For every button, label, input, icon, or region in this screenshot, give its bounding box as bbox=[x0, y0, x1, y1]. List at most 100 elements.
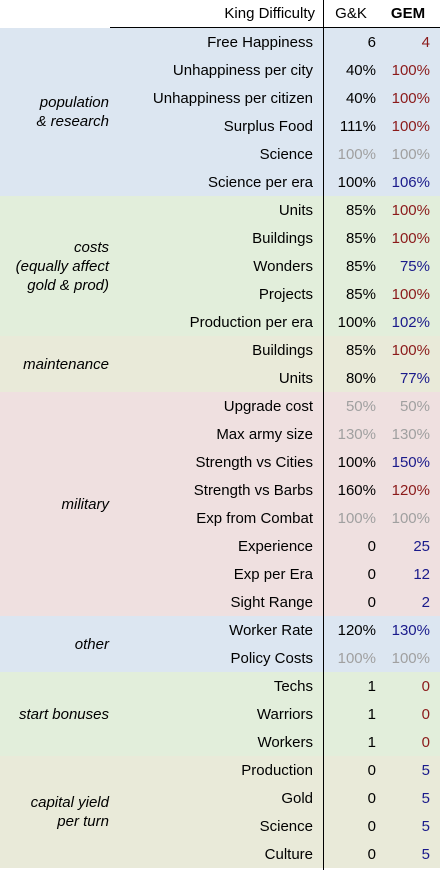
gem-value: 2 bbox=[421, 594, 430, 611]
gem-value: 0 bbox=[421, 678, 430, 695]
gk-value: 111% bbox=[339, 118, 376, 135]
gk-value: 85% bbox=[345, 230, 376, 247]
table-row: Strength vs Cities 100% 150% bbox=[0, 448, 440, 476]
gk-value: 160% bbox=[337, 482, 376, 499]
table-row: Techs 1 0 bbox=[0, 672, 440, 700]
table-row: Units 85% 100% bbox=[0, 196, 440, 224]
table-row: Culture 0 5 bbox=[0, 840, 440, 868]
gk-value: 50% bbox=[345, 398, 376, 415]
gk-value: 80% bbox=[345, 370, 376, 387]
table-group: military Upgrade cost 50% 50% Max army size 1… bbox=[0, 392, 440, 616]
gk-value: 85% bbox=[345, 258, 376, 275]
table-row: Exp per Era 0 12 bbox=[0, 560, 440, 588]
gk-value: 0 bbox=[367, 818, 376, 835]
header-divider bbox=[110, 27, 440, 28]
setting-name: Units bbox=[278, 202, 313, 219]
gem-value: 150% bbox=[391, 454, 430, 471]
table-row: Production per era 100% 102% bbox=[0, 308, 440, 336]
setting-name: Culture bbox=[264, 846, 313, 863]
group-label: population & research bbox=[36, 94, 109, 130]
gem-value: 100% bbox=[391, 510, 430, 527]
difficulty-title: King Difficulty bbox=[224, 5, 315, 22]
setting-name: Exp from Combat bbox=[196, 510, 313, 527]
gem-value: 100% bbox=[391, 286, 430, 303]
setting-name: Unhappiness per city bbox=[172, 62, 313, 79]
table-header: King Difficulty G&K GEM bbox=[0, 0, 440, 28]
setting-name: Buildings bbox=[252, 342, 313, 359]
gk-value: 85% bbox=[345, 342, 376, 359]
setting-name: Units bbox=[278, 370, 313, 387]
gem-value: 5 bbox=[421, 790, 430, 807]
gem-value: 4 bbox=[421, 34, 430, 51]
gem-value: 0 bbox=[421, 706, 430, 723]
table-row: Surplus Food 111% 100% bbox=[0, 112, 440, 140]
gk-value: 1 bbox=[367, 678, 376, 695]
setting-name: Policy Costs bbox=[230, 650, 313, 667]
gk-value: 100% bbox=[337, 146, 376, 163]
table-row: Science 100% 100% bbox=[0, 140, 440, 168]
table-row: Workers 1 0 bbox=[0, 728, 440, 756]
table-row: Science per era 100% 106% bbox=[0, 168, 440, 196]
gk-value: 0 bbox=[367, 538, 376, 555]
table-row: Units 80% 77% bbox=[0, 364, 440, 392]
setting-name: Surplus Food bbox=[223, 118, 313, 135]
table-row: Gold 0 5 bbox=[0, 784, 440, 812]
table-group: start bonuses Techs 1 0 Warriors 1 0 Workers 1 0 bbox=[0, 672, 440, 756]
table-row: Experience 0 25 bbox=[0, 532, 440, 560]
table-group: other Worker Rate 120% 130% Policy Costs 100%… bbox=[0, 616, 440, 672]
gem-value: 100% bbox=[391, 146, 430, 163]
setting-name: Gold bbox=[281, 790, 313, 807]
setting-name: Wonders bbox=[253, 258, 313, 275]
gk-value: 0 bbox=[367, 762, 376, 779]
setting-name: Exp per Era bbox=[233, 566, 313, 583]
gem-value: 130% bbox=[391, 426, 430, 443]
gk-value: 0 bbox=[367, 566, 376, 583]
gem-value: 100% bbox=[391, 230, 430, 247]
gk-value: 85% bbox=[345, 202, 376, 219]
gem-value: 12 bbox=[413, 566, 430, 583]
gem-value: 130% bbox=[391, 622, 430, 639]
table-group: maintenance Buildings 85% 100% Units 80% 77% bbox=[0, 336, 440, 392]
gk-value: 0 bbox=[367, 594, 376, 611]
gk-value: 0 bbox=[367, 846, 376, 863]
table-row: Worker Rate 120% 130% bbox=[0, 616, 440, 644]
gk-value: 100% bbox=[337, 454, 376, 471]
gem-value: 5 bbox=[421, 846, 430, 863]
table-row: Science 0 5 bbox=[0, 812, 440, 840]
table-row: Buildings 85% 100% bbox=[0, 336, 440, 364]
table-row: Buildings 85% 100% bbox=[0, 224, 440, 252]
gem-value: 100% bbox=[391, 650, 430, 667]
gem-value: 77% bbox=[399, 370, 430, 387]
setting-name: Production bbox=[241, 762, 313, 779]
table-group: costs (equally affect gold & prod) Units 85%… bbox=[0, 196, 440, 336]
gk-value: 85% bbox=[345, 286, 376, 303]
column-divider bbox=[323, 0, 324, 870]
setting-name: Experience bbox=[237, 538, 313, 555]
setting-name: Sight Range bbox=[230, 594, 313, 611]
gem-value: 75% bbox=[399, 258, 430, 275]
gk-value: 1 bbox=[367, 734, 376, 751]
setting-name: Worker Rate bbox=[229, 622, 313, 639]
table-group: capital yield per turn Production 0 5 Gold 0 5 S… bbox=[0, 756, 440, 868]
gem-value: 100% bbox=[391, 62, 430, 79]
table-row: Upgrade cost 50% 50% bbox=[0, 392, 440, 420]
gem-value: 0 bbox=[421, 734, 430, 751]
setting-name: Max army size bbox=[216, 426, 313, 443]
gem-value: 25 bbox=[413, 538, 430, 555]
gk-value: 40% bbox=[345, 90, 376, 107]
gk-value: 120% bbox=[337, 622, 376, 639]
group-label: capital yield per turn bbox=[30, 794, 109, 830]
group-label: start bonuses bbox=[18, 706, 109, 723]
gk-value: 100% bbox=[337, 174, 376, 191]
table-row: Production 0 5 bbox=[0, 756, 440, 784]
setting-name: Projects bbox=[258, 286, 313, 303]
group-label: other bbox=[74, 636, 109, 653]
gem-value: 50% bbox=[399, 398, 430, 415]
table-row: Max army size 130% 130% bbox=[0, 420, 440, 448]
setting-name: Upgrade cost bbox=[223, 398, 313, 415]
gem-value: 120% bbox=[391, 482, 430, 499]
table-row: Free Happiness 6 4 bbox=[0, 28, 440, 56]
setting-name: Free Happiness bbox=[207, 34, 313, 51]
group-label: costs (equally affect gold & prod) bbox=[15, 239, 109, 294]
gem-value: 106% bbox=[391, 174, 430, 191]
